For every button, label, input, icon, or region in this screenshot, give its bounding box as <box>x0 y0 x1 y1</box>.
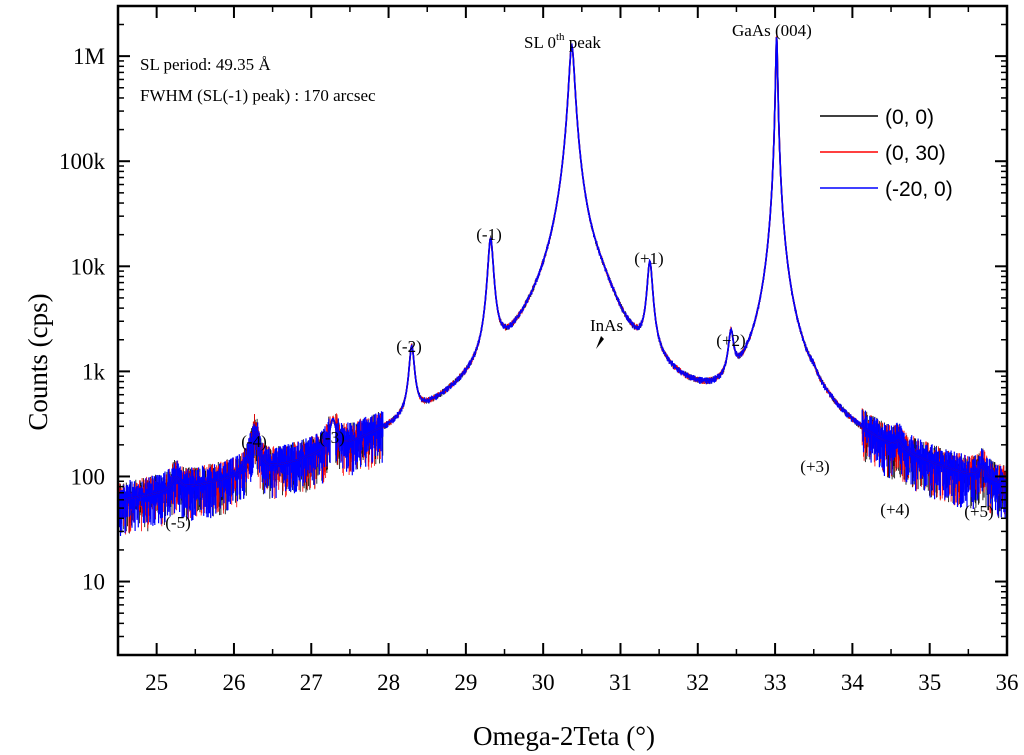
legend: (0, 0) (0, 30) (-20, 0) <box>820 106 953 201</box>
peak-label-m2: (-2) <box>396 337 421 356</box>
peak-label-p4: (+4) <box>880 500 909 519</box>
gap-3 <box>894 613 903 655</box>
x-tick-label: 34 <box>841 670 865 695</box>
annotation-sl-period: SL period: 49.35 Å <box>140 55 271 74</box>
x-tick-label: 27 <box>300 670 323 695</box>
x-tick-label: 25 <box>145 670 168 695</box>
y-axis-title: Counts (cps) <box>23 293 53 430</box>
y-tick-label: 1k <box>82 359 106 384</box>
annotation-fwhm: FWHM (SL(-1) peak) : 170 arcsec <box>140 86 376 105</box>
inas-arrow-icon <box>596 336 604 349</box>
series-noise-2 <box>117 37 1008 536</box>
axis-ticks <box>117 5 1008 656</box>
sl0-suffix: peak <box>565 33 602 52</box>
peak-label-p3: (+3) <box>800 457 829 476</box>
series-line-(-20, 0) <box>122 36 1008 501</box>
label-inas: InAs <box>590 316 623 335</box>
y-tick-labels: 10 100 1k 10k 100k 1M <box>59 44 106 594</box>
plot-frame <box>116 4 1009 657</box>
x-tick-label: 29 <box>454 670 477 695</box>
x-tick-label: 33 <box>764 670 787 695</box>
peak-label-m1: (-1) <box>476 225 501 244</box>
x-tick-label: 32 <box>686 670 709 695</box>
x-tick-label: 26 <box>222 670 245 695</box>
y-tick-label: 100 <box>71 464 106 489</box>
x-tick-label: 35 <box>918 670 941 695</box>
label-gaas-004: GaAs (004) <box>732 21 812 40</box>
legend-label-1: (0, 30) <box>885 142 946 165</box>
peak-label-m4: (-4) <box>241 432 266 451</box>
peak-label-m5: (-5) <box>165 513 190 532</box>
y-tick-label: 10k <box>71 254 106 279</box>
peak-label-m3: (-3) <box>319 428 344 447</box>
gap-2 <box>407 613 416 655</box>
x-axis-title: Omega-2Teta (°) <box>473 721 655 751</box>
y-tick-label: 100k <box>59 149 106 174</box>
sl0-sup: th <box>556 31 565 43</box>
x-tick-label: 36 <box>996 670 1019 695</box>
sl0-prefix: SL 0 <box>524 33 556 52</box>
x-tick-label: 30 <box>532 670 555 695</box>
gap-0 <box>250 613 259 655</box>
peak-label-p2: (+2) <box>716 331 745 350</box>
x-tick-label: 31 <box>609 670 632 695</box>
x-tick-label: 28 <box>377 670 400 695</box>
label-sl0-peak: SL 0th peak <box>524 31 601 52</box>
peak-label-p5: (+5) <box>964 502 993 521</box>
gap-1 <box>328 613 337 655</box>
y-tick-label: 10 <box>82 570 105 595</box>
data-layer <box>117 35 1008 655</box>
x-tick-labels: 25 26 27 28 29 30 31 32 33 34 35 36 <box>145 670 1018 695</box>
y-tick-label: 1M <box>73 44 105 69</box>
legend-label-0: (0, 0) <box>885 106 934 129</box>
legend-label-2: (-20, 0) <box>885 178 953 201</box>
peak-label-p1: (+1) <box>634 249 663 268</box>
